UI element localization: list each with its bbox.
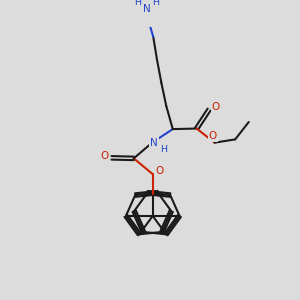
Text: O: O bbox=[212, 102, 220, 112]
Text: O: O bbox=[209, 131, 217, 141]
Text: H: H bbox=[135, 0, 142, 7]
Text: N: N bbox=[150, 139, 158, 148]
Text: H: H bbox=[160, 145, 167, 154]
Text: N: N bbox=[142, 4, 150, 14]
Text: H: H bbox=[152, 0, 159, 7]
Text: O: O bbox=[155, 166, 163, 176]
Text: O: O bbox=[100, 152, 109, 161]
